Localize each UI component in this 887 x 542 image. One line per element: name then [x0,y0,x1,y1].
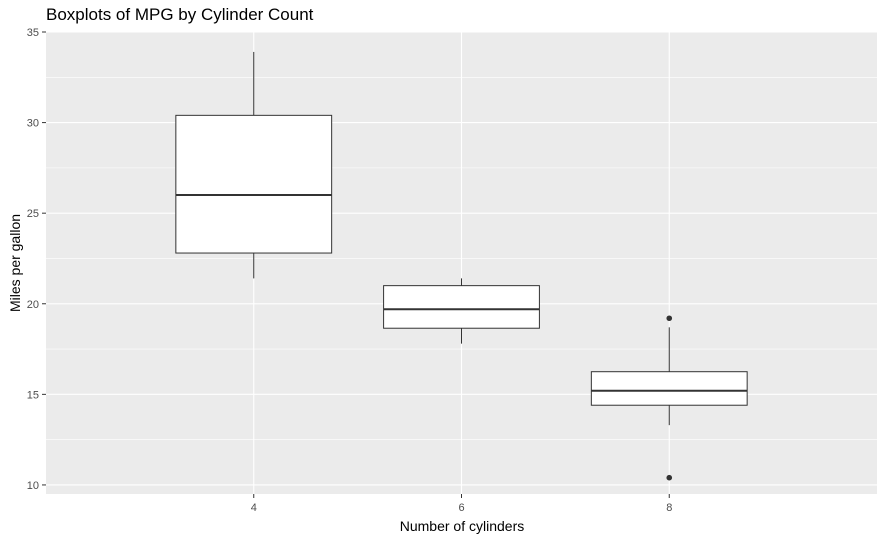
box-iqr [175,114,333,254]
y-tick-label: 15 [27,389,39,401]
y-axis-title: Miles per gallon [7,214,23,312]
y-axis-ticks: 10 15 20 25 30 35 [27,27,46,492]
box-iqr [590,371,748,406]
outlier-point [666,315,673,322]
box-4 [175,51,333,279]
box-6 [383,278,540,344]
x-axis-title: Number of cylinders [400,518,525,534]
y-tick-label: 10 [27,480,39,492]
y-tick-label: 30 [27,118,39,130]
y-tick-label: 35 [27,27,39,39]
boxes [175,51,748,481]
box-iqr [383,285,540,329]
x-axis-ticks: 4 6 8 [251,494,672,514]
x-tick-label: 4 [251,502,257,514]
x-tick-label: 6 [458,502,464,514]
chart-title: Boxplots of MPG by Cylinder Count [46,5,314,24]
box-8 [590,315,748,481]
x-tick-label: 8 [666,502,672,514]
y-tick-label: 25 [27,208,39,220]
outlier-point [666,474,673,481]
y-tick-label: 20 [27,299,39,311]
